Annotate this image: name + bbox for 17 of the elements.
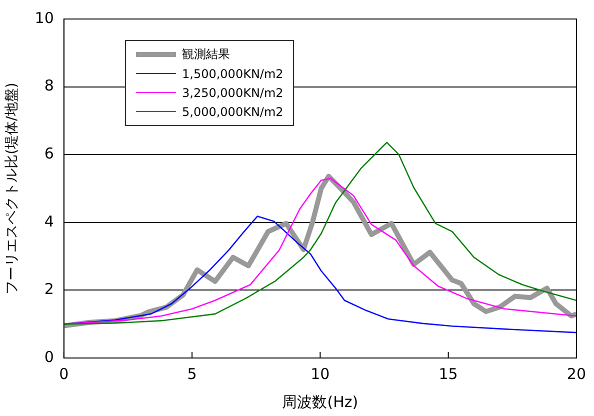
x-tick-label: 10 <box>310 364 330 383</box>
legend-label: 観測結果 <box>182 46 230 63</box>
y-tick-label: 0 <box>44 348 54 366</box>
legend-label: 1,500,000KN/m2 <box>182 66 284 80</box>
x-tick-label: 0 <box>59 364 69 383</box>
y-tick-label: 2 <box>44 280 54 298</box>
x-axis-title: 周波数(Hz) <box>282 392 358 411</box>
y-tick-label: 4 <box>44 212 54 230</box>
y-tick-label: 10 <box>34 8 54 27</box>
y-tick-label: 8 <box>44 76 54 95</box>
x-tick-label: 20 <box>566 364 586 383</box>
y-tick-label: 6 <box>44 144 54 162</box>
x-tick-label: 5 <box>187 364 197 383</box>
y-axis-title: フーリエスペクトル比(堤体/地盤) <box>4 82 20 294</box>
legend-label: 5,000,000KN/m2 <box>182 104 284 118</box>
x-tick-label: 15 <box>438 364 458 383</box>
legend-label: 3,250,000KN/m2 <box>182 86 284 100</box>
